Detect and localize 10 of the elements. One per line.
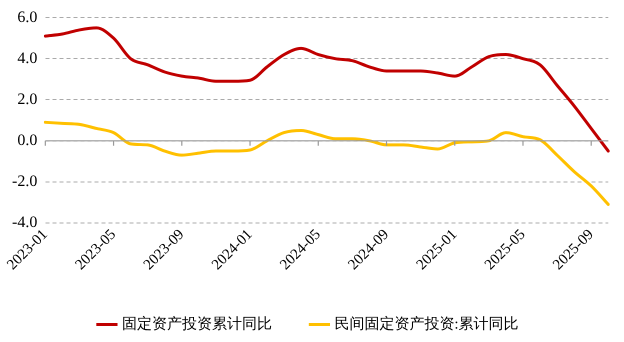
line-series <box>44 120 610 206</box>
y-tick-label: 4.0 <box>17 50 38 67</box>
y-tick-label: 2.0 <box>17 90 38 108</box>
y-tick-label: -4.0 <box>12 214 38 232</box>
legend-label: 民间固定资产投资:累计同比 <box>334 315 519 332</box>
y-tick-label: 6.0 <box>17 8 38 26</box>
y-tick-label: 0.0 <box>17 132 38 149</box>
y-tick-label: -2.0 <box>12 173 38 190</box>
legend-label: 固定资产投资累计同比 <box>122 315 272 332</box>
line-series <box>44 26 610 153</box>
